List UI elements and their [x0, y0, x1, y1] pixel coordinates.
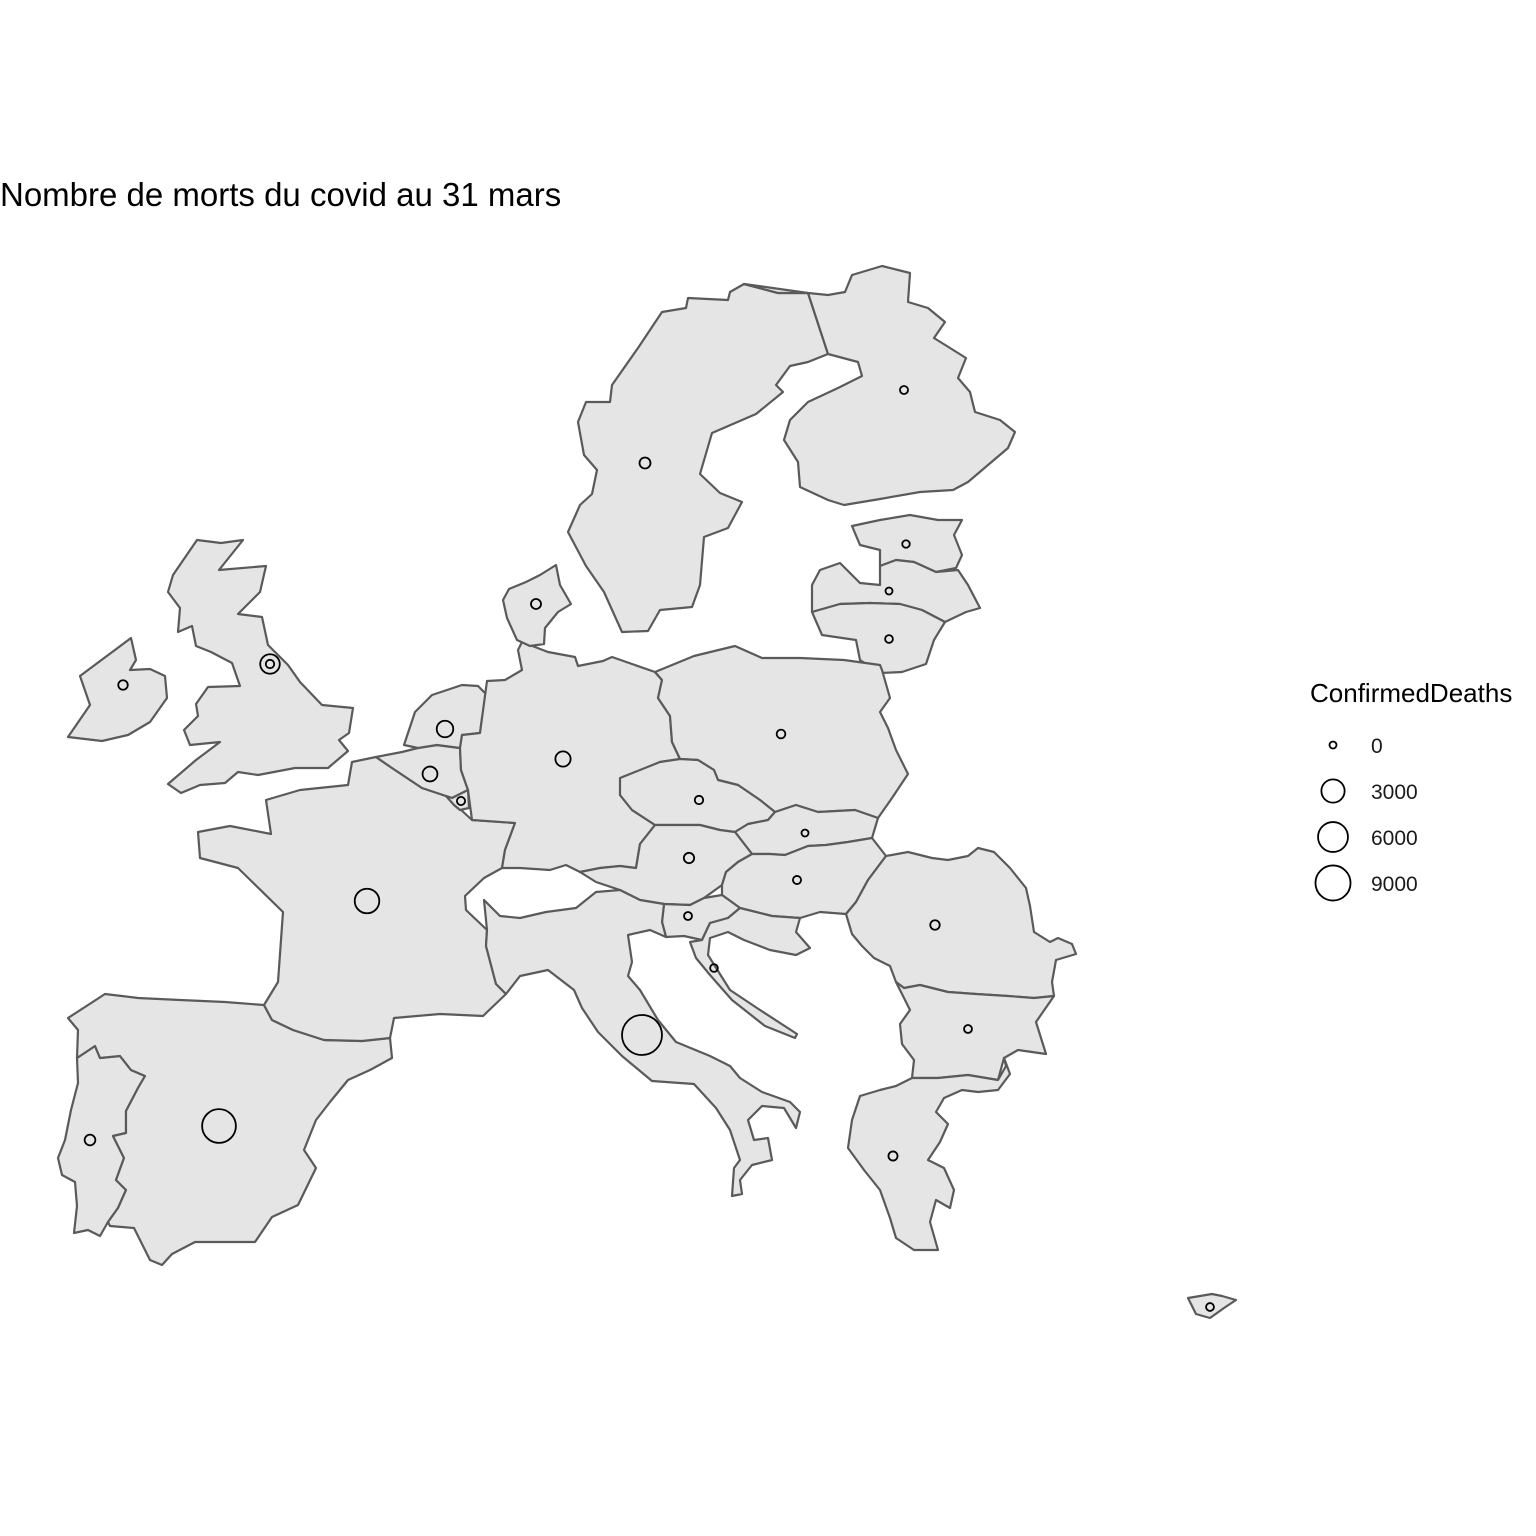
country-shapes: [56, 264, 1238, 1320]
legend-key-0: [1328, 740, 1338, 750]
bubble-portugal: [83, 1133, 97, 1147]
country-denmark: [501, 563, 573, 648]
bubble-netherlands: [435, 719, 455, 739]
bubble-finland: [899, 385, 909, 395]
country-finland: [742, 264, 1017, 507]
bubble-ireland: [117, 679, 129, 691]
bubble-croatia: [709, 963, 719, 973]
bubble-france: [353, 887, 381, 915]
country-romania: [844, 846, 1078, 1000]
bubble-bulgaria: [963, 1024, 973, 1034]
map-title: Nombre de morts du covid au 31 mars: [0, 176, 561, 213]
bubble-greece: [887, 1150, 899, 1162]
death-bubbles: [83, 385, 1215, 1312]
legend-label-3000: 3000: [1371, 781, 1418, 804]
legend-title: ConfirmedDeaths: [1310, 678, 1512, 708]
bubble-spain: [201, 1108, 237, 1144]
bubble-estonia: [901, 539, 911, 549]
bubble-united-kingdom-inner: [264, 658, 276, 670]
bubble-cyprus: [1205, 1302, 1215, 1312]
legend-label-6000: 6000: [1371, 827, 1418, 850]
legend: ConfirmedDeaths 0 3000 6000 9000: [1310, 678, 1512, 902]
bubble-hungary: [792, 875, 802, 885]
legend-label-0: 0: [1371, 735, 1383, 758]
bubble-latvia: [884, 586, 894, 596]
bubble-austria: [682, 851, 696, 865]
country-ireland: [66, 636, 169, 743]
legend-key-3000: [1320, 778, 1346, 804]
country-lithuania: [810, 601, 947, 675]
bubble-slovakia: [800, 828, 810, 838]
bubble-slovenia: [683, 911, 693, 921]
bubble-poland: [775, 728, 787, 740]
legend-key-9000: [1314, 864, 1352, 902]
country-estonia: [850, 513, 964, 574]
bubble-united-kingdom: [259, 653, 281, 675]
bubble-romania: [929, 919, 941, 931]
country-croatia: [688, 906, 812, 1040]
bubble-germany: [554, 750, 572, 768]
bubble-czechia: [693, 794, 705, 806]
bubble-lithuania: [884, 634, 894, 644]
bubble-italy: [621, 1014, 663, 1056]
bubble-denmark: [530, 598, 542, 610]
country-italy: [482, 888, 802, 1198]
country-greece: [846, 1056, 1012, 1252]
bubble-luxembourg: [456, 796, 466, 806]
country-cyprus: [1186, 1292, 1238, 1320]
legend-label-9000: 9000: [1371, 873, 1418, 896]
country-sweden: [566, 282, 830, 634]
bubble-belgium: [421, 765, 439, 783]
bubble-sweden: [638, 456, 652, 470]
legend-key-6000: [1317, 821, 1349, 853]
country-bulgaria: [894, 980, 1056, 1082]
